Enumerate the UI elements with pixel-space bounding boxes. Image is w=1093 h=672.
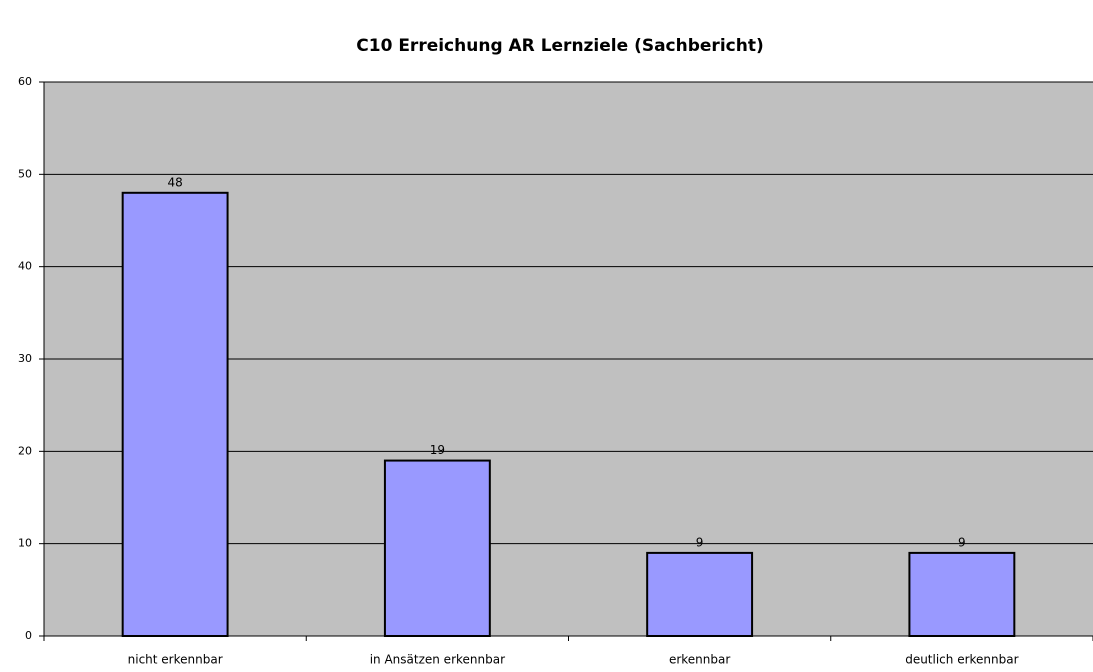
y-tick-label: 50	[18, 167, 32, 180]
bar	[908, 551, 1016, 638]
x-tick-label: deutlich erkennbar	[905, 653, 1018, 667]
data-label: 9	[958, 535, 966, 549]
y-tick-label: 0	[25, 629, 32, 642]
y-tick-label: 30	[18, 352, 32, 365]
bar	[121, 191, 229, 638]
x-tick-label: nicht erkennbar	[128, 653, 223, 667]
y-tick-label: 10	[18, 537, 32, 550]
data-label: 48	[167, 175, 182, 189]
chart-title: C10 Erreichung AR Lernziele (Sachbericht…	[356, 36, 763, 56]
data-label: 9	[696, 535, 704, 549]
y-tick-label: 60	[18, 75, 32, 88]
bar	[646, 551, 754, 638]
y-tick-label: 40	[18, 260, 32, 273]
data-label: 19	[430, 443, 445, 457]
bar	[383, 459, 491, 638]
y-tick-label: 20	[18, 444, 32, 457]
x-tick-label: in Ansätzen erkennbar	[370, 653, 505, 667]
x-tick-label: erkennbar	[669, 653, 730, 667]
